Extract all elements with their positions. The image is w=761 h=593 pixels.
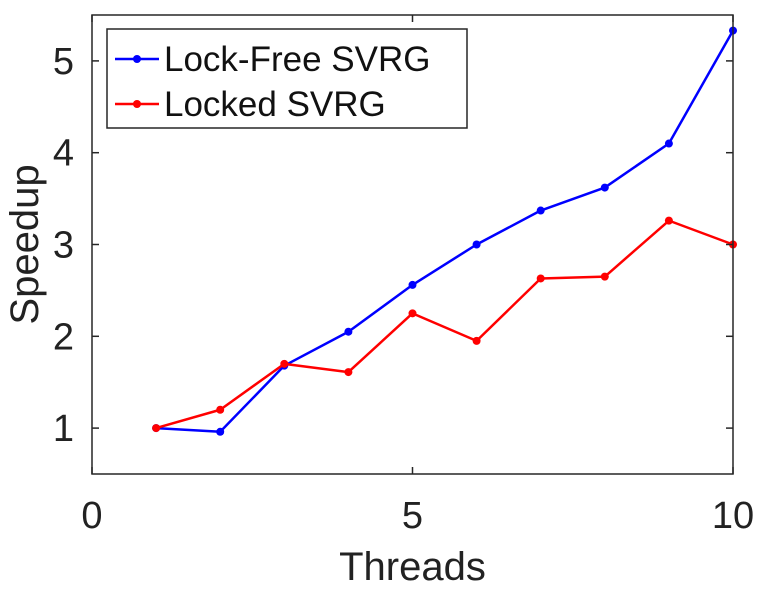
data-point-lock-free-svrg [408,280,417,289]
y-tick-label: 5 [53,41,74,83]
legend-swatch-marker [133,55,141,63]
data-point-lock-free-svrg [472,240,481,249]
legend: Lock-Free SVRG Locked SVRG [106,28,468,129]
data-point-lock-free-svrg [600,183,609,192]
x-axis-title: Threads [339,545,486,589]
data-point-locked-svrg [344,368,353,377]
y-tick-label: 1 [53,408,74,450]
legend-label: Locked SVRG [164,85,386,124]
data-point-locked-svrg [152,424,161,433]
legend-box [106,28,468,129]
axes-box [91,14,734,475]
x-tick-label: 10 [712,495,754,537]
data-point-lock-free-svrg [536,206,545,215]
data-point-locked-svrg [600,272,609,281]
series-line-lock-free-svrg [156,29,735,434]
series-layer [152,26,737,436]
data-point-lock-free-svrg [344,327,353,336]
legend-swatch-marker [133,100,141,108]
data-point-locked-svrg [472,336,481,345]
legend-label: Lock-Free SVRG [164,40,430,79]
data-point-locked-svrg [536,274,545,283]
data-point-locked-svrg [408,309,417,318]
plot-area: 0 5 10 1 2 3 4 5 [53,14,754,537]
ticks-layer: 0 5 10 1 2 3 4 5 [53,15,754,537]
y-tick-label: 3 [53,225,74,267]
data-point-lock-free-svrg [664,139,673,148]
y-axis-title: Speedup [3,164,47,324]
data-point-locked-svrg [664,216,673,225]
x-tick-label: 5 [402,495,423,537]
y-tick-label: 4 [53,133,74,175]
y-tick-label: 2 [53,316,74,358]
series-line-locked-svrg [155,219,734,430]
data-point-locked-svrg [280,359,289,368]
data-point-lock-free-svrg [216,427,225,436]
data-point-locked-svrg [216,405,225,414]
x-tick-label: 0 [81,495,102,537]
